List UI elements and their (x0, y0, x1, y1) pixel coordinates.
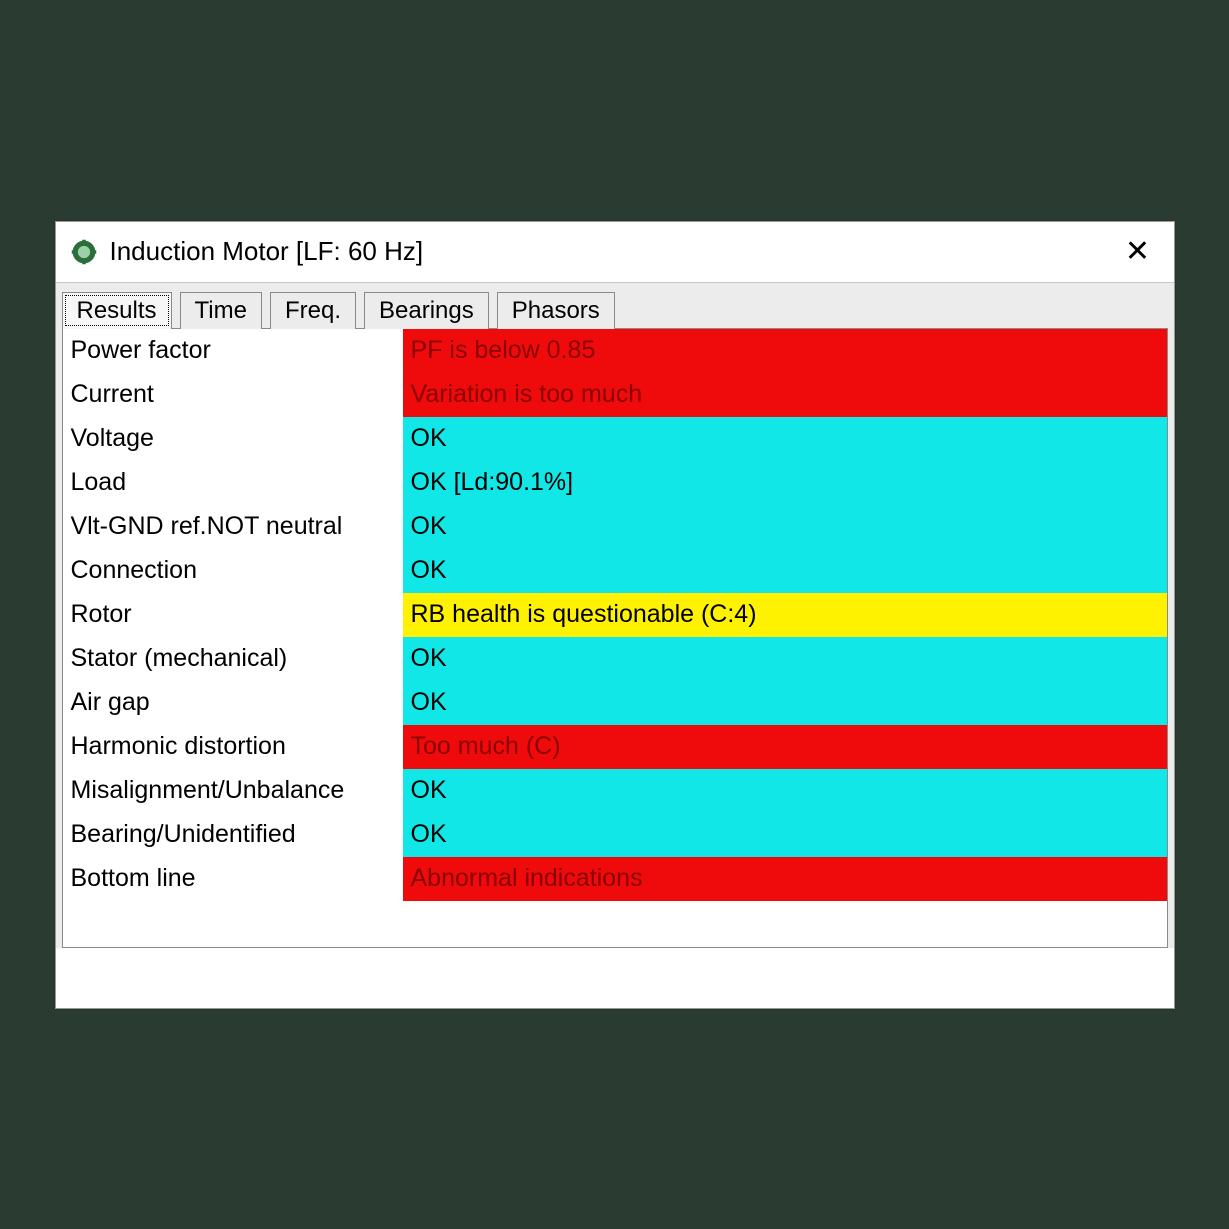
table-row: Stator (mechanical)OK (63, 637, 1167, 681)
table-row: LoadOK [Ld:90.1%] (63, 461, 1167, 505)
table-row: ConnectionOK (63, 549, 1167, 593)
tab-results[interactable]: Results (62, 292, 172, 329)
row-label: Current (63, 373, 403, 417)
tab-phasors[interactable]: Phasors (497, 292, 615, 329)
row-value: OK (403, 681, 1167, 725)
tab-bearings[interactable]: Bearings (364, 292, 489, 329)
tab-label: Time (195, 297, 247, 324)
results-panel: Power factorPF is below 0.85CurrentVaria… (62, 328, 1168, 948)
table-row: VoltageOK (63, 417, 1167, 461)
table-row: Power factorPF is below 0.85 (63, 329, 1167, 373)
row-value: Variation is too much (403, 373, 1167, 417)
tab-label: Phasors (512, 297, 600, 324)
row-value: RB health is questionable (C:4) (403, 593, 1167, 637)
row-value: OK (403, 813, 1167, 857)
row-label: Rotor (63, 593, 403, 637)
row-value: OK (403, 505, 1167, 549)
row-label: Air gap (63, 681, 403, 725)
table-row: CurrentVariation is too much (63, 373, 1167, 417)
row-label: Bearing/Unidentified (63, 813, 403, 857)
table-row: Misalignment/UnbalanceOK (63, 769, 1167, 813)
title-bar: Induction Motor [LF: 60 Hz] ✕ (56, 222, 1174, 282)
row-label: Power factor (63, 329, 403, 373)
table-row: Harmonic distortionToo much (C) (63, 725, 1167, 769)
app-icon (70, 238, 98, 266)
row-value: OK (403, 769, 1167, 813)
table-row: Bearing/UnidentifiedOK (63, 813, 1167, 857)
row-value: Too much (C) (403, 725, 1167, 769)
row-value: OK (403, 417, 1167, 461)
desktop-background: Induction Motor [LF: 60 Hz] ✕ Results Tim… (0, 0, 1229, 1229)
tab-strip: Results Time Freq. Bearings Phasors (62, 291, 1168, 328)
row-value: OK (403, 637, 1167, 681)
motor-diagnostics-window: Induction Motor [LF: 60 Hz] ✕ Results Tim… (55, 221, 1175, 1009)
row-label: Stator (mechanical) (63, 637, 403, 681)
row-value: OK (403, 549, 1167, 593)
row-label: Connection (63, 549, 403, 593)
results-table: Power factorPF is below 0.85CurrentVaria… (63, 329, 1167, 901)
row-label: Vlt-GND ref.NOT neutral (63, 505, 403, 549)
tab-label: Results (77, 297, 157, 324)
row-label: Misalignment/Unbalance (63, 769, 403, 813)
tab-time[interactable]: Time (180, 292, 262, 329)
window-title: Induction Motor [LF: 60 Hz] (110, 236, 424, 267)
close-button[interactable]: ✕ (1120, 234, 1156, 270)
table-row: Vlt-GND ref.NOT neutralOK (63, 505, 1167, 549)
tab-label: Bearings (379, 297, 474, 324)
row-value: OK [Ld:90.1%] (403, 461, 1167, 505)
table-row: RotorRB health is questionable (C:4) (63, 593, 1167, 637)
row-label: Voltage (63, 417, 403, 461)
row-value: Abnormal indications (403, 857, 1167, 901)
table-row: Air gapOK (63, 681, 1167, 725)
row-label: Load (63, 461, 403, 505)
table-row: Bottom lineAbnormal indications (63, 857, 1167, 901)
tab-freq[interactable]: Freq. (270, 292, 356, 329)
tab-label: Freq. (285, 297, 341, 324)
client-area: Results Time Freq. Bearings Phasors Power fa… (56, 282, 1174, 948)
row-value: PF is below 0.85 (403, 329, 1167, 373)
row-label: Harmonic distortion (63, 725, 403, 769)
row-label: Bottom line (63, 857, 403, 901)
